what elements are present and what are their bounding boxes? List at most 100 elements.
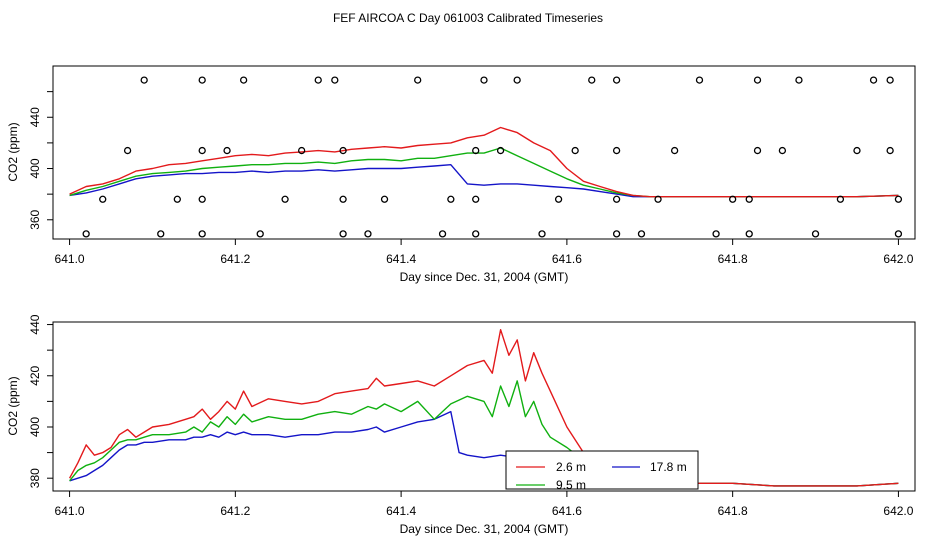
- top-marker-point: [853, 146, 861, 155]
- top-x-tick-label: 641.2: [220, 252, 250, 266]
- top-marker-point: [339, 146, 347, 155]
- top-y-tick-label: 400: [28, 158, 42, 178]
- top-marker-point: [314, 76, 322, 84]
- top-marker-point: [729, 195, 737, 203]
- top-series-line-9-5-m: [69, 147, 899, 198]
- top-marker-point: [894, 230, 903, 238]
- top-marker-point: [612, 76, 621, 84]
- top-marker-point: [811, 230, 820, 238]
- top-marker-point: [99, 195, 107, 203]
- top-markers: [82, 76, 903, 238]
- top-marker-point: [712, 230, 720, 238]
- bottom-chart-panel: CO2 (ppm) Day since Dec. 31, 2004 (GMT) …: [6, 314, 916, 536]
- top-marker-point: [298, 146, 306, 155]
- top-marker-point: [256, 230, 264, 238]
- top-plot-frame: [52, 65, 916, 240]
- top-marker-point: [239, 76, 248, 84]
- top-marker-point: [637, 230, 646, 238]
- top-marker-point: [223, 146, 231, 155]
- top-marker-point: [173, 195, 181, 203]
- bottom-x-tick-label: 641.8: [718, 504, 748, 518]
- bottom-series: [68, 329, 899, 487]
- bottom-x-tick-label: 641.6: [552, 504, 582, 518]
- top-marker-point: [588, 76, 596, 84]
- top-series-line-2-6-m: [69, 126, 899, 198]
- top-marker-point: [513, 76, 521, 84]
- top-marker-point: [480, 76, 488, 84]
- top-marker-point: [380, 195, 389, 203]
- bottom-y-tick-label: 440: [28, 314, 42, 334]
- bottom-series-line-2-6-m: [68, 329, 899, 487]
- top-marker-point: [695, 76, 704, 84]
- top-marker-point: [612, 146, 621, 155]
- top-marker-point: [123, 146, 132, 155]
- top-marker-point: [571, 146, 579, 155]
- top-marker-point: [753, 146, 762, 155]
- bottom-y-tick-label: 420: [28, 365, 42, 385]
- bottom-series-line-17-8-m: [69, 410, 899, 487]
- top-marker-point: [447, 195, 455, 203]
- bottom-x-tick-label: 641.0: [55, 504, 85, 518]
- top-marker-point: [670, 146, 679, 155]
- bottom-y-axis-title-group: CO2 (ppm): [6, 376, 20, 435]
- top-marker-point: [496, 146, 505, 155]
- top-x-tick-label: 641.4: [386, 252, 416, 266]
- bottom-series-line-9-5-m: [69, 380, 899, 487]
- top-y-axis-title-group: CO2 (ppm): [6, 122, 20, 181]
- bottom-y-tick-label: 380: [28, 468, 42, 488]
- top-y-tick-label: 440: [28, 107, 42, 127]
- top-marker-point: [886, 76, 894, 84]
- top-marker-point: [281, 195, 289, 203]
- legend: 2.6 m 17.8 m 9.5 m: [505, 450, 699, 492]
- top-marker-point: [472, 146, 480, 155]
- bottom-x-ticks: 641.0 641.2 641.4 641.6 641.8 642.0: [55, 491, 914, 518]
- top-chart-panel: CO2 (ppm) Day since Dec. 31, 2004 (GMT) …: [6, 65, 916, 284]
- bottom-y-ticks: 380 400 420 440: [28, 314, 53, 488]
- top-x-tick-label: 641.0: [55, 252, 85, 266]
- top-marker-point: [339, 195, 347, 203]
- top-marker-point: [538, 230, 546, 238]
- bottom-x-tick-label: 642.0: [883, 504, 913, 518]
- top-marker-point: [82, 230, 90, 238]
- top-marker-point: [778, 146, 787, 155]
- top-marker-point: [140, 76, 148, 84]
- top-marker-point: [554, 195, 563, 203]
- top-series: [69, 126, 899, 198]
- legend-label-2-6m: 2.6 m: [556, 460, 586, 474]
- top-marker-point: [869, 76, 878, 84]
- top-y-axis-title: CO2 (ppm): [6, 122, 20, 181]
- top-marker-point: [414, 76, 422, 84]
- top-marker-point: [745, 195, 753, 203]
- top-marker-point: [745, 230, 753, 238]
- top-marker-point: [836, 195, 845, 203]
- top-marker-point: [438, 230, 447, 238]
- top-marker-point: [894, 195, 903, 203]
- top-marker-point: [886, 146, 894, 155]
- top-marker-point: [795, 76, 803, 84]
- top-x-ticks: 641.0 641.2 641.4 641.6 641.8 642.0: [55, 239, 914, 266]
- top-marker-point: [339, 230, 347, 238]
- top-series-line-17-8-m: [69, 163, 899, 198]
- top-marker-point: [198, 146, 206, 155]
- top-x-tick-label: 642.0: [883, 252, 913, 266]
- legend-label-9-5m: 9.5 m: [556, 478, 586, 492]
- bottom-y-axis-title: CO2 (ppm): [6, 376, 20, 435]
- top-marker-point: [331, 76, 339, 84]
- bottom-x-tick-label: 641.2: [220, 504, 250, 518]
- top-x-tick-label: 641.6: [552, 252, 582, 266]
- top-marker-point: [612, 230, 621, 238]
- top-marker-point: [364, 230, 372, 238]
- top-marker-point: [472, 195, 480, 203]
- legend-label-17-8m: 17.8 m: [650, 460, 687, 474]
- top-marker-point: [472, 230, 480, 238]
- top-y-tick-label: 360: [28, 209, 42, 229]
- legend-box: [505, 450, 699, 490]
- top-marker-point: [753, 76, 762, 84]
- top-marker-point: [198, 195, 206, 203]
- top-y-ticks: 360 400 440: [28, 91, 53, 230]
- bottom-x-tick-label: 641.4: [386, 504, 416, 518]
- top-x-tick-label: 641.8: [718, 252, 748, 266]
- top-marker-point: [198, 230, 206, 238]
- top-x-axis-title: Day since Dec. 31, 2004 (GMT): [400, 270, 569, 284]
